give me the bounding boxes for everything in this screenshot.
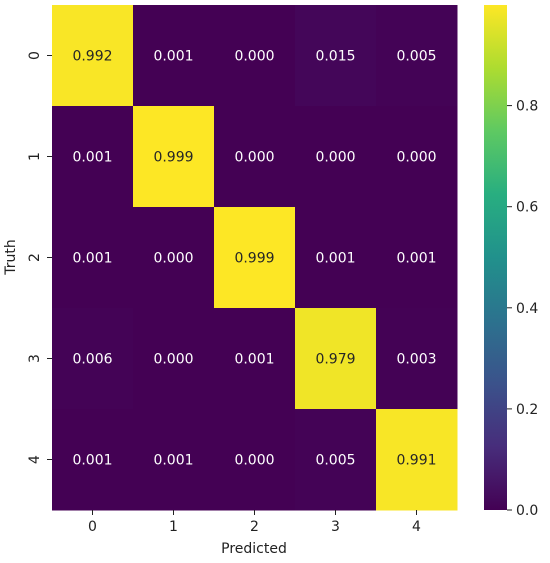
- cell-value-label: 0.000: [315, 150, 355, 166]
- heatmap-cell: [133, 409, 215, 511]
- cell-value-label: 0.005: [315, 453, 355, 469]
- heatmap-cell: [214, 5, 296, 107]
- x-tick-label: 1: [169, 519, 178, 535]
- heatmap-cell: [214, 106, 296, 208]
- heatmap-cell: [295, 207, 377, 309]
- x-tick-label: 4: [412, 519, 421, 535]
- colorbar-gradient: [484, 5, 507, 510]
- y-tick-label: 3: [27, 354, 43, 363]
- y-tick-label: 4: [27, 455, 43, 464]
- cell-value-label: 0.979: [315, 352, 355, 368]
- heatmap-cell: [295, 106, 377, 208]
- x-tick-label: 3: [331, 519, 340, 535]
- heatmap-cell: [214, 409, 296, 511]
- heatmap-axes: 0 1 2 3 4 0 1 2 3 4: [27, 51, 421, 535]
- heatmap-cell: [52, 106, 134, 208]
- heatmap-cell: [376, 207, 458, 309]
- heatmap-cell: [214, 207, 296, 309]
- heatmap-cell: [214, 308, 296, 410]
- heatmap-cell: [52, 207, 134, 309]
- cell-value-label: 0.991: [396, 453, 436, 469]
- heatmap-cell: [295, 308, 377, 410]
- cell-value-label: 0.001: [72, 453, 112, 469]
- heatmap-cell: [376, 308, 458, 410]
- cell-value-label: 0.003: [396, 352, 436, 368]
- y-axis-label: Truth: [3, 239, 19, 276]
- heatmap-cell: [52, 308, 134, 410]
- cell-value-label: 0.001: [72, 251, 112, 267]
- heatmap-cell-labels: 0.992 0.001 0.000 0.015 0.005 0.001 0.999 0.000…: [72, 49, 436, 469]
- heatmap-cell: [52, 409, 134, 511]
- colorbar-tick-label: 0.4: [516, 301, 538, 317]
- heatmap-cell: [133, 5, 215, 107]
- x-tick-label: 2: [250, 519, 259, 535]
- cell-value-label: 0.015: [315, 49, 355, 65]
- cell-value-label: 0.001: [396, 251, 436, 267]
- cell-value-label: 0.999: [234, 251, 274, 267]
- cell-value-label: 0.000: [153, 251, 193, 267]
- cell-value-label: 0.000: [234, 453, 274, 469]
- cell-value-label: 0.001: [315, 251, 355, 267]
- y-tick-label: 0: [27, 51, 43, 60]
- cell-value-label: 0.000: [234, 49, 274, 65]
- cell-value-label: 0.000: [396, 150, 436, 166]
- cell-value-label: 0.999: [153, 150, 193, 166]
- colorbar-tick-label: 0.0: [516, 503, 538, 519]
- heatmap-cell: [376, 5, 458, 107]
- cell-value-label: 0.992: [72, 49, 112, 65]
- cell-value-label: 0.000: [234, 150, 274, 166]
- cell-value-label: 0.005: [396, 49, 436, 65]
- heatmap-cell: [376, 106, 458, 208]
- y-tick-label: 1: [27, 152, 43, 161]
- cell-value-label: 0.006: [72, 352, 112, 368]
- heatmap-cell: [295, 5, 377, 107]
- colorbar: 0.0 0.2 0.4 0.6 0.8: [484, 5, 538, 519]
- heatmap-cell: [376, 409, 458, 511]
- colorbar-tick-label: 0.2: [516, 402, 538, 418]
- cell-value-label: 0.001: [153, 453, 193, 469]
- colorbar-tick-label: 0.6: [516, 200, 538, 216]
- heatmap-cell: [133, 106, 215, 208]
- cell-value-label: 0.001: [72, 150, 112, 166]
- heatmap-cell: [133, 207, 215, 309]
- heatmap-cell: [52, 5, 134, 107]
- heatmap-cells: [52, 5, 458, 511]
- x-tick-label: 0: [88, 519, 97, 535]
- y-tick-label: 2: [27, 253, 43, 262]
- cell-value-label: 0.000: [153, 352, 193, 368]
- cell-value-label: 0.001: [234, 352, 274, 368]
- cell-value-label: 0.001: [153, 49, 193, 65]
- x-axis-label: Predicted: [221, 541, 287, 557]
- colorbar-tick-label: 0.8: [516, 99, 538, 115]
- heatmap-cell: [133, 308, 215, 410]
- heatmap-cell: [295, 409, 377, 511]
